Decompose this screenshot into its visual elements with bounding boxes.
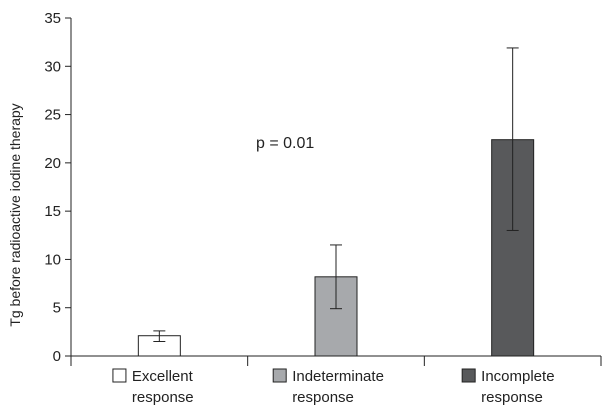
legend-swatch <box>112 368 127 383</box>
x-axis <box>70 355 602 366</box>
y-axis: 0 5 10 15 20 25 30 35 <box>44 10 72 365</box>
category-legend: Excellent response Indeterminate response In… <box>112 368 555 406</box>
p-value-annotation: p = 0.01 <box>256 135 314 152</box>
y-tick-label: 0 <box>53 348 61 365</box>
y-tick-label: 15 <box>44 203 61 220</box>
y-tick-label: 30 <box>44 58 61 75</box>
x-tick-label: Indeterminate <box>292 368 384 385</box>
x-tick-label: Incomplete <box>481 368 554 385</box>
legend-swatch <box>272 368 287 383</box>
error-bars <box>153 47 519 343</box>
x-tick-label: response <box>132 389 194 406</box>
y-tick-label: 20 <box>44 155 61 172</box>
y-axis-label: Tg before radioactive iodine therapy <box>7 103 23 326</box>
y-tick-label: 35 <box>44 10 61 27</box>
x-tick-label: response <box>481 389 543 406</box>
y-tick-label: 10 <box>44 251 61 268</box>
y-tick-label: 5 <box>53 300 61 317</box>
x-tick-label: Excellent <box>132 368 194 385</box>
y-tick-label: 25 <box>44 107 61 124</box>
legend-swatch <box>461 368 476 383</box>
x-tick-label: response <box>292 389 354 406</box>
